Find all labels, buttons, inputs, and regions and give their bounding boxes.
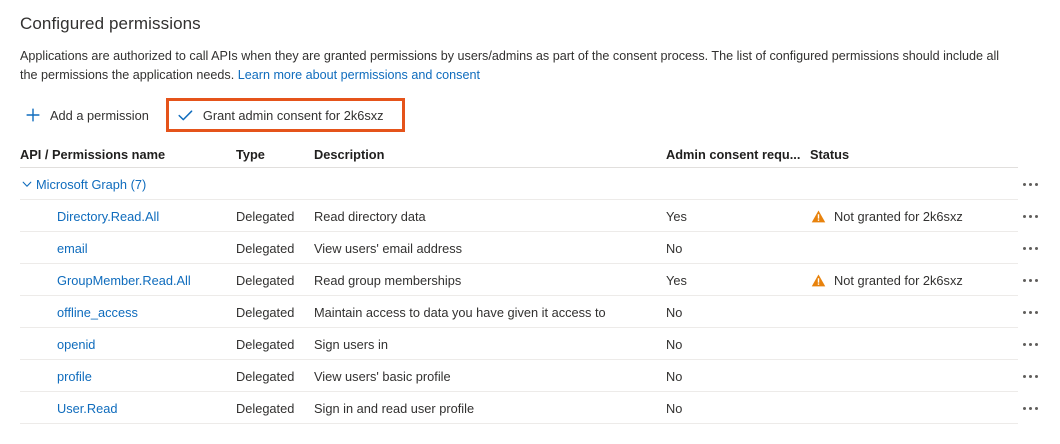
more-options-icon[interactable] [1019,241,1042,256]
permission-link[interactable]: openid [57,336,96,352]
grant-admin-consent-label: Grant admin consent for 2k6sxz [202,107,384,123]
row-menu-cell [1000,209,1060,224]
permission-description-cell: Sign in and read user profile [314,400,475,416]
column-header-type: Type [236,146,265,162]
permission-type-cell: Delegated [236,400,295,416]
row-divider [20,231,1018,232]
group-link-microsoft-graph[interactable]: Microsoft Graph (7) [36,176,147,192]
permission-type-cell: Delegated [236,368,295,384]
permission-name-cell: email [0,241,236,256]
row-divider [20,263,1018,264]
warning-icon [810,272,826,288]
table-group-row-microsoft-graph: Microsoft Graph (7) [0,168,1060,200]
permission-name-cell: openid [0,337,236,352]
table-row: Directory.Read.All Delegated Read direct… [0,200,1060,232]
permission-description-cell: Sign users in [314,336,388,352]
add-a-permission-button[interactable]: Add a permission [18,99,159,131]
permission-admin-consent-cell: No [666,304,683,320]
permission-admin-consent-cell: Yes [666,208,687,224]
row-menu-cell [1000,305,1060,320]
more-options-icon[interactable] [1019,369,1042,384]
row-menu-cell [1000,401,1060,416]
table-row: GroupMember.Read.All Delegated Read grou… [0,264,1060,296]
add-a-permission-label: Add a permission [50,107,149,123]
table-row: email Delegated View users' email addres… [0,232,1060,264]
more-options-icon[interactable] [1019,401,1042,416]
row-menu-cell [1000,337,1060,352]
group-menu-cell [1000,177,1060,192]
column-header-admin-consent: Admin consent requ... [666,146,801,162]
permission-status-cell: Not granted for 2k6sxz [810,208,1000,224]
permission-link[interactable]: email [57,240,88,256]
permission-type-cell: Delegated [236,208,295,224]
permission-admin-consent-cell: No [666,400,683,416]
more-options-icon[interactable] [1019,337,1042,352]
permission-name-cell: Directory.Read.All [0,209,236,224]
learn-more-link[interactable]: Learn more about permissions and consent [237,68,480,82]
permission-name-cell: User.Read [0,401,236,416]
permission-admin-consent-cell: No [666,368,683,384]
checkmark-icon [177,106,195,124]
permission-description-cell: View users' basic profile [314,368,451,384]
permission-description-cell: Read group memberships [314,272,462,288]
permissions-table: API / Permissions name Type Description … [0,140,1060,424]
page-title: Configured permissions [20,14,201,33]
permission-link[interactable]: User.Read [57,400,118,416]
permission-name-cell: GroupMember.Read.All [0,273,236,288]
permission-description-cell: Read directory data [314,208,426,224]
row-divider [20,359,1018,360]
more-options-icon[interactable] [1019,273,1042,288]
row-divider [20,199,1018,200]
row-divider [20,295,1018,296]
row-divider [20,327,1018,328]
permission-status-cell: Not granted for 2k6sxz [810,272,1000,288]
permission-type-cell: Delegated [236,272,295,288]
permission-link[interactable]: Directory.Read.All [57,208,160,224]
permission-type-cell: Delegated [236,304,295,320]
warning-icon [810,208,826,224]
row-menu-cell [1000,369,1060,384]
row-menu-cell [1000,273,1060,288]
section-description: Applications are authorized to call APIs… [20,47,1020,85]
permission-description-cell: Maintain access to data you have given i… [314,304,606,320]
command-bar: Add a permission Grant admin consent for… [18,98,405,132]
permission-admin-consent-cell: No [666,336,683,352]
permission-link[interactable]: profile [57,368,92,384]
row-divider [20,423,1018,424]
permission-name-cell: offline_access [0,305,236,320]
status-badge: Not granted for 2k6sxz [834,208,963,224]
table-row: openid Delegated Sign users in No [0,328,1060,360]
permission-type-cell: Delegated [236,240,295,256]
row-divider [20,391,1018,392]
more-options-icon[interactable] [1019,209,1042,224]
plus-icon [24,106,42,124]
permission-name-cell: profile [0,369,236,384]
more-options-icon[interactable] [1019,305,1042,320]
header-divider [20,167,1018,168]
grant-consent-highlight: Grant admin consent for 2k6sxz [165,98,405,132]
group-name-cell: Microsoft Graph (7) [0,177,236,192]
chevron-down-icon[interactable] [20,177,34,191]
column-header-name: API / Permissions name [20,146,166,162]
permission-type-cell: Delegated [236,336,295,352]
permission-link[interactable]: offline_access [57,304,138,320]
table-header-row: API / Permissions name Type Description … [0,140,1060,168]
grant-admin-consent-button[interactable]: Grant admin consent for 2k6sxz [171,99,394,131]
column-header-status: Status [810,146,850,162]
description-text: Applications are authorized to call APIs… [20,49,1000,82]
status-badge: Not granted for 2k6sxz [834,272,963,288]
permission-admin-consent-cell: No [666,240,683,256]
column-header-description: Description [314,146,385,162]
permission-link[interactable]: GroupMember.Read.All [57,272,191,288]
table-row: offline_access Delegated Maintain access… [0,296,1060,328]
row-menu-cell [1000,241,1060,256]
table-row: profile Delegated View users' basic prof… [0,360,1060,392]
more-options-icon[interactable] [1019,177,1042,192]
table-row: User.Read Delegated Sign in and read use… [0,392,1060,424]
permission-admin-consent-cell: Yes [666,272,687,288]
permission-description-cell: View users' email address [314,240,463,256]
